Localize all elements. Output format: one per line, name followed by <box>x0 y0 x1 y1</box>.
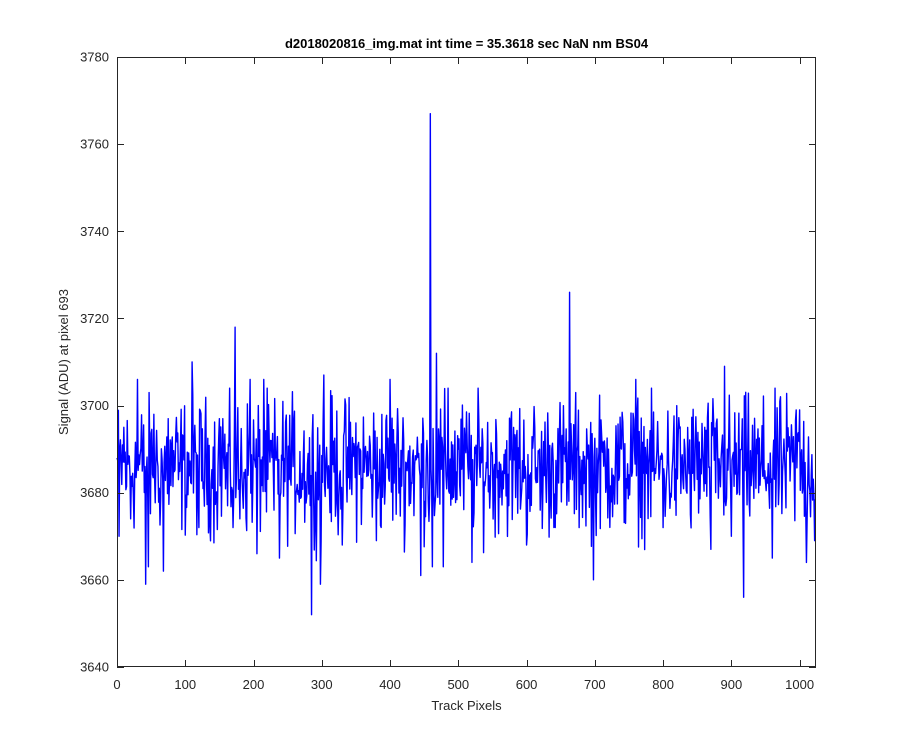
chart-title: d2018020816_img.mat int time = 35.3618 s… <box>285 36 649 51</box>
y-tick-label-3660: 3660 <box>80 572 109 587</box>
x-tick-label-700: 700 <box>584 677 606 692</box>
x-tick-label-300: 300 <box>311 677 333 692</box>
x-tick-label-900: 900 <box>721 677 743 692</box>
x-tick-label-100: 100 <box>174 677 196 692</box>
x-tick-label-200: 200 <box>243 677 265 692</box>
x-tick-label-0: 0 <box>113 677 120 692</box>
y-axis-label: Signal (ADU) at pixel 693 <box>56 289 71 435</box>
x-tick-label-800: 800 <box>652 677 674 692</box>
x-tick-label-500: 500 <box>447 677 469 692</box>
y-tick-label-3740: 3740 <box>80 224 109 239</box>
x-tick-label-1000: 1000 <box>785 677 814 692</box>
y-tick-label-3720: 3720 <box>80 311 109 326</box>
x-tick-label-400: 400 <box>379 677 401 692</box>
x-axis-label: Track Pixels <box>431 698 502 713</box>
y-tick-label-3640: 3640 <box>80 660 109 675</box>
plot-frame <box>117 57 816 667</box>
y-tick-label-3700: 3700 <box>80 398 109 413</box>
x-tick-label-600: 600 <box>516 677 538 692</box>
plot-area <box>117 57 816 667</box>
ticks-layer: 0 100 200 300 400 500 600 700 800 900 1000 3640 3660… <box>80 50 816 692</box>
y-tick-label-3760: 3760 <box>80 137 109 152</box>
data-layer <box>116 112 817 616</box>
y-tick-label-3680: 3680 <box>80 485 109 500</box>
signal-series-line <box>116 112 817 616</box>
y-tick-label-3780: 3780 <box>80 50 109 65</box>
